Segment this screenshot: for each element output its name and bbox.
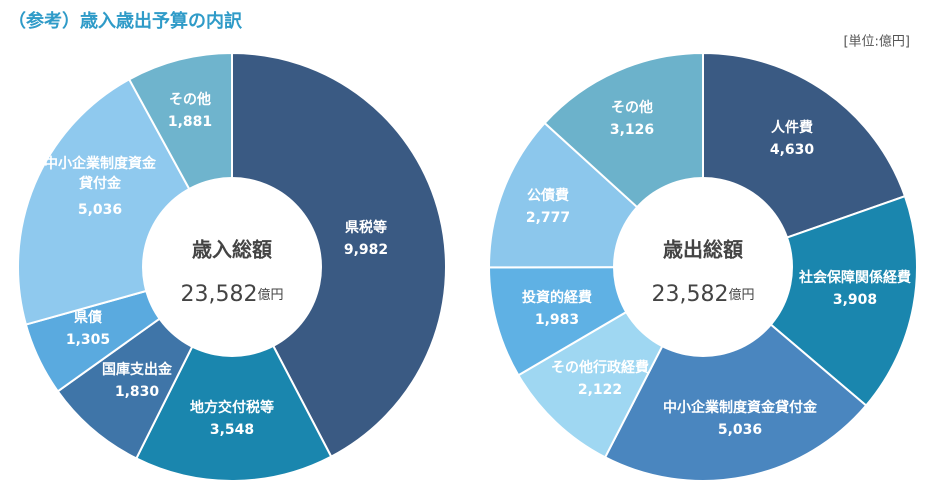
page-title: （参考）歳入歳出予算の内訳 [8,10,243,32]
slice-value: 1,881 [168,114,212,130]
slice-label: 地方交付税等 [190,399,274,416]
slice [135,264,333,482]
slice-label: その他 [611,99,653,116]
slice-value: 2,122 [578,382,622,398]
slice-value: 5,036 [718,422,762,438]
slice-value: 3,548 [210,422,254,438]
slice-value: 4,630 [770,142,815,158]
slice-value: 2,777 [526,210,570,226]
slice-label: 公債費 [527,187,569,204]
slice-value: 5,036 [78,202,122,218]
slice-value: 1,830 [115,384,160,400]
slice-label: 国庫支出金 [102,361,173,378]
slice-value: 3,908 [833,292,877,308]
center-label: 歳出総額 [663,238,743,262]
slice-label: 中小企業制度資金貸付金 [44,155,157,192]
slice-label: その他行政経費 [551,359,649,376]
slice-label: 県税等 [345,219,387,236]
slice-label: 投資的経費 [522,289,592,306]
slice-label: その他 [169,91,211,108]
slice-label: 社会保障関係経費 [798,269,911,286]
center-unit: 億円 [257,287,283,303]
center-value: 23,582億円 [652,282,755,307]
center-value-number: 23,582 [181,282,258,307]
center-value: 23,582億円 [181,282,284,307]
slice-value: 9,982 [344,242,388,258]
unit-label: [単位:億円] [843,34,910,50]
donut-hole [142,177,322,357]
slice-label: 人件費 [771,119,813,136]
center-value-number: 23,582 [652,282,729,307]
center-unit: 億円 [728,287,754,303]
slice-label: 県債 [74,309,102,326]
slice-value: 1,983 [535,312,579,328]
center-label: 歳入総額 [192,238,272,262]
slice-label: 中小企業制度資金貸付金 [663,399,818,416]
slice-value: 3,126 [610,122,654,138]
slice [603,265,868,482]
slice-value: 1,305 [66,332,110,348]
slice [231,51,447,458]
donut-hole [613,177,793,357]
